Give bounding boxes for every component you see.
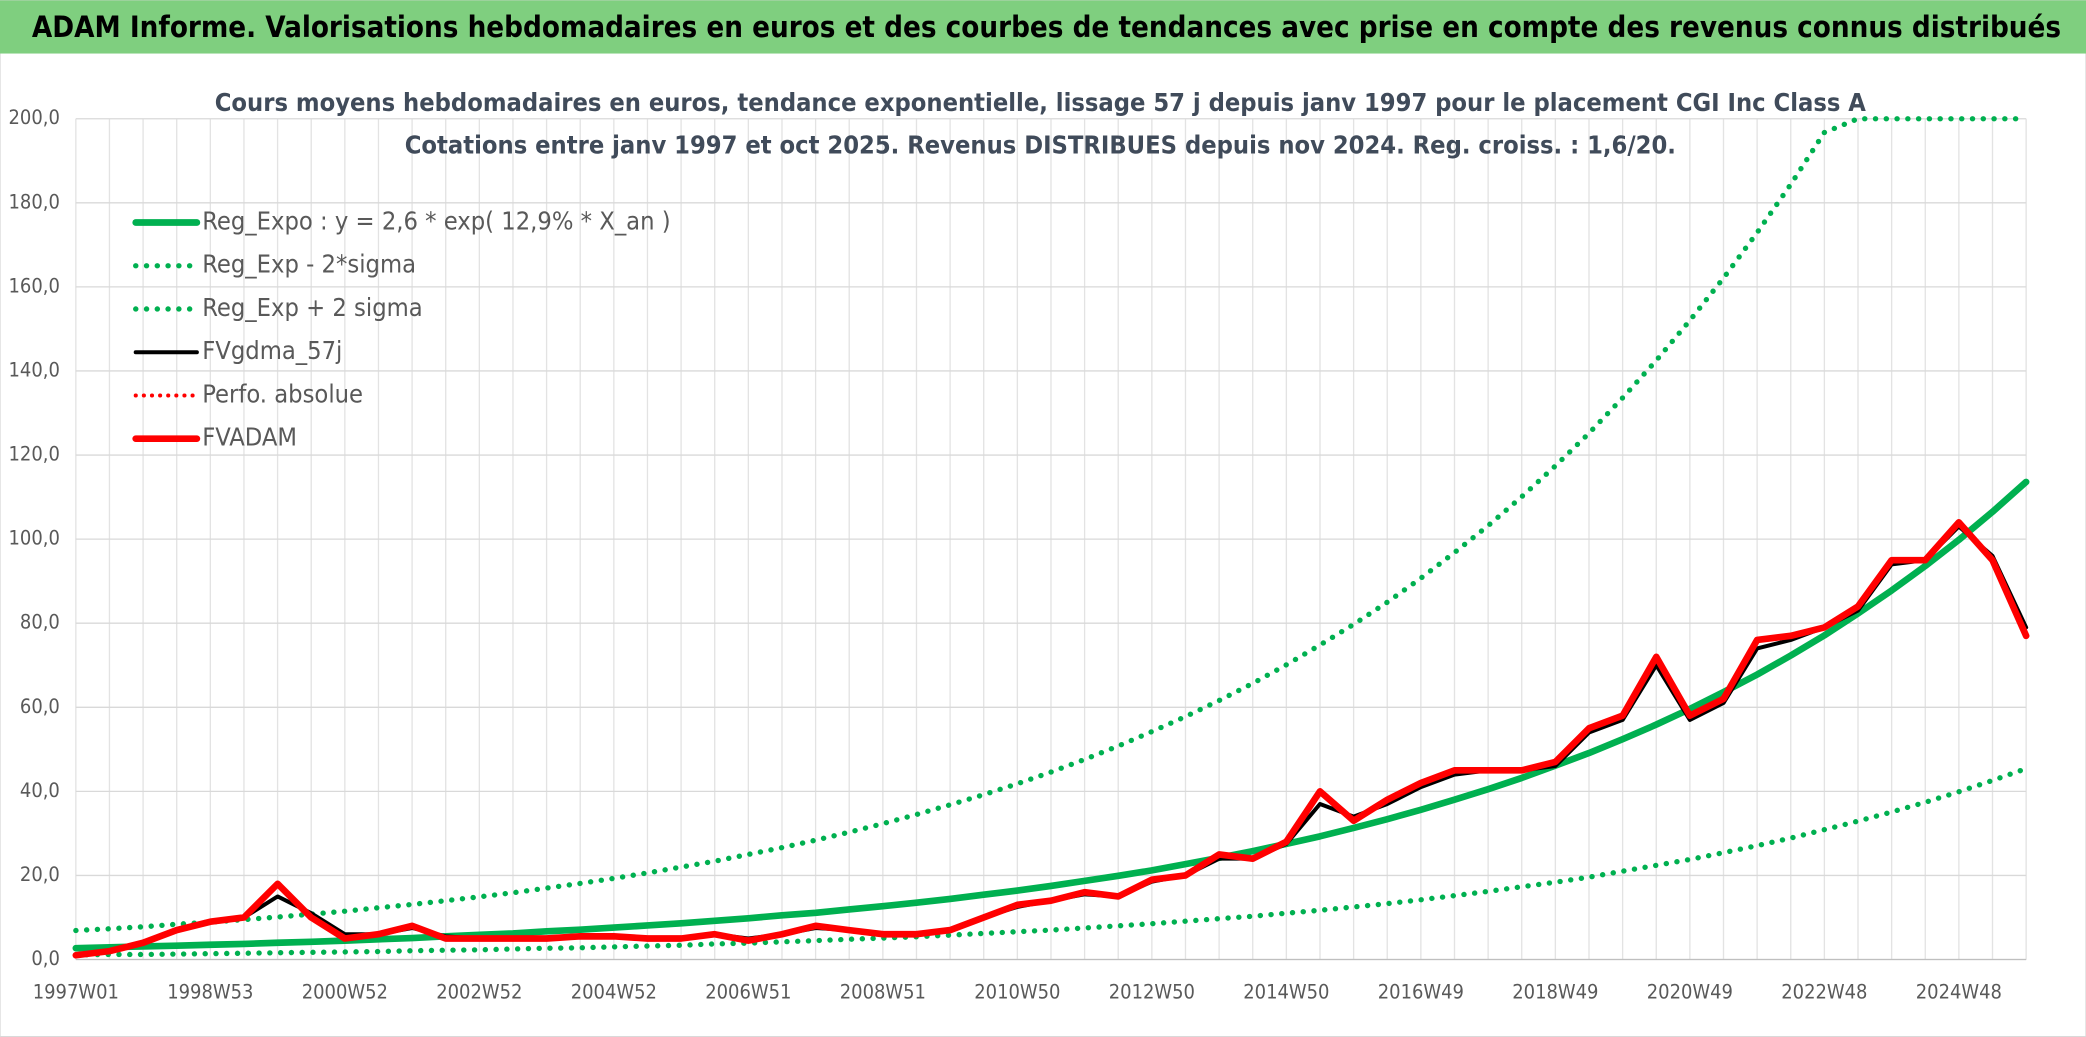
legend-label: Reg_Exp - 2*sigma	[202, 250, 416, 279]
x-tick-label: 2010W50	[974, 979, 1060, 1003]
header-bar	[0, 0, 2086, 54]
y-tick-label: 180,0	[9, 189, 60, 213]
x-tick-label: 2024W48	[1916, 979, 2002, 1003]
y-tick-label: 80,0	[20, 610, 60, 634]
y-tick-label: 0,0	[31, 946, 60, 970]
legend-label: Reg_Expo : y = 2,6 * exp( 12,9% * X_an )	[202, 206, 670, 235]
x-tick-label: 2004W52	[571, 979, 657, 1003]
series-line	[72, 519, 2030, 959]
x-tick-label: 2002W52	[436, 979, 522, 1003]
x-tick-label: 2018W49	[1512, 979, 1598, 1003]
x-tick-label: 2020W49	[1647, 979, 1733, 1003]
y-tick-label: 60,0	[20, 694, 60, 718]
y-tick-label: 100,0	[9, 526, 60, 550]
series-line	[73, 116, 2029, 934]
header-title: ADAM Informe. Valorisations hebdomadaire…	[32, 10, 2061, 44]
y-tick-label: 40,0	[20, 778, 60, 802]
x-tick-label: 1997W01	[33, 979, 119, 1003]
x-tick-label: 2008W51	[840, 979, 926, 1003]
x-tick-label: 2012W50	[1109, 979, 1195, 1003]
y-tick-label: 200,0	[9, 105, 60, 129]
x-tick-label: 2022W48	[1781, 979, 1867, 1003]
legend-label: FVgdma_57j	[202, 336, 342, 365]
series-line	[73, 765, 2029, 958]
x-tick-label: 1998W53	[167, 979, 253, 1003]
legend-label: Reg_Exp + 2 sigma	[202, 293, 423, 322]
x-tick-label: 2014W50	[1243, 979, 1329, 1003]
y-tick-label: 120,0	[9, 442, 60, 466]
y-tick-label: 140,0	[9, 357, 60, 381]
x-tick-label: 2016W49	[1378, 979, 1464, 1003]
legend-label: FVADAM	[202, 423, 297, 452]
y-tick-label: 160,0	[9, 273, 60, 297]
legend-label: Perfo. absolue	[202, 379, 363, 408]
series-line	[72, 478, 2030, 952]
chart-subtitle: Cotations entre janv 1997 et oct 2025. R…	[405, 131, 1676, 160]
y-tick-label: 20,0	[20, 862, 60, 886]
x-tick-label: 2000W52	[302, 979, 388, 1003]
x-tick-label: 2006W51	[705, 979, 791, 1003]
chart-title: Cours moyens hebdomadaires en euros, ten…	[215, 88, 1867, 117]
